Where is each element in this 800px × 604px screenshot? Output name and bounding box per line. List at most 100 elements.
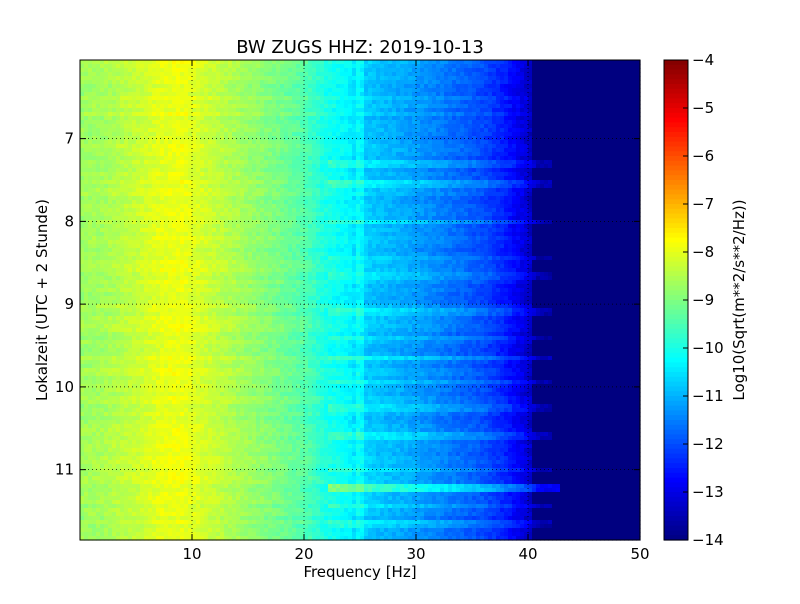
heatmap-cell [428,60,433,65]
heatmap-cell [92,100,97,105]
heatmap-cell [196,180,201,185]
heatmap-cell [432,128,437,133]
heatmap-cell [580,152,585,157]
heatmap-cell [292,148,297,153]
heatmap-cell [316,172,321,177]
heatmap-cell [324,88,329,93]
heatmap-cell [368,168,373,173]
heatmap-cell [156,200,161,205]
heatmap-cell [196,100,201,105]
heatmap-cell [160,144,165,149]
heatmap-cell [564,116,569,121]
heatmap-cell [300,160,305,165]
heatmap-cell [420,180,425,185]
heatmap-cell [324,68,329,73]
heatmap-cell [328,136,333,141]
heatmap-cell [284,128,289,133]
heatmap-cell [216,140,221,145]
heatmap-cell [184,144,189,149]
heatmap-cell [532,188,537,193]
heatmap-cell [508,164,513,169]
heatmap-cell [632,156,637,161]
heatmap-cell [536,112,541,117]
heatmap-cell [276,88,281,93]
heatmap-cell [188,120,193,125]
heatmap-cell [412,96,417,101]
heatmap-cell [168,136,173,141]
heatmap-cell [588,92,593,97]
heatmap-cell [320,120,325,125]
heatmap-cell [88,184,93,189]
heatmap-cell [532,172,537,177]
heatmap-cell [436,152,441,157]
heatmap-cell [412,108,417,113]
heatmap-cell [592,152,597,157]
heatmap-cell [332,100,337,105]
heatmap-cell [424,128,429,133]
heatmap-cell [520,72,525,77]
heatmap-cell [336,116,341,121]
heatmap-cell [456,108,461,113]
heatmap-cell [360,64,365,69]
heatmap-cell [560,120,565,125]
heatmap-cell [144,144,149,149]
heatmap-cell [616,168,621,173]
heatmap-cell [100,64,105,69]
heatmap-cell [340,104,345,109]
heatmap-cell [212,136,217,141]
heatmap-cell [572,76,577,81]
heatmap-cell [416,148,421,153]
heatmap-cell [408,188,413,193]
heatmap-cell [260,80,265,85]
heatmap-cell [104,148,109,153]
heatmap-cell [564,184,569,189]
heatmap-cell [540,160,545,165]
heatmap-cell [528,192,533,197]
heatmap-cell [216,84,221,89]
heatmap-cell [484,176,489,181]
heatmap-cell [324,196,329,201]
heatmap-cell [108,80,113,85]
heatmap-cell [112,76,117,81]
heatmap-cell [148,64,153,69]
heatmap-cell [208,144,213,149]
heatmap-cell [360,104,365,109]
heatmap-cell [560,104,565,109]
heatmap-cell [236,60,241,65]
heatmap-cell [204,100,209,105]
heatmap-cell [252,196,257,201]
heatmap-cell [436,172,441,177]
heatmap-cell [304,96,309,101]
heatmap-cell [268,120,273,125]
heatmap-cell [440,96,445,101]
heatmap-cell [284,172,289,177]
heatmap-cell [336,120,341,125]
heatmap-cell [344,184,349,189]
heatmap-cell [528,148,533,153]
heatmap-cell [456,200,461,205]
heatmap-cell [220,180,225,185]
heatmap-cell [412,88,417,93]
heatmap-cell [156,152,161,157]
heatmap-cell [252,160,257,165]
heatmap-cell [180,152,185,157]
heatmap-cell [636,184,641,189]
heatmap-cell [136,136,141,141]
heatmap-cell [312,76,317,81]
heatmap-cell [576,88,581,93]
heatmap-cell [300,196,305,201]
heatmap-cell [200,88,205,93]
heatmap-cell [252,184,257,189]
heatmap-cell [268,80,273,85]
heatmap-cell [352,100,357,105]
heatmap-cell [100,160,105,165]
heatmap-cell [188,68,193,73]
heatmap-cell [148,124,153,129]
heatmap-cell [324,72,329,77]
heatmap-cell [524,176,529,181]
heatmap-cell [456,72,461,77]
heatmap-cell [276,116,281,121]
heatmap-cell [392,64,397,69]
heatmap-cell [504,148,509,153]
heatmap-cell [116,188,121,193]
